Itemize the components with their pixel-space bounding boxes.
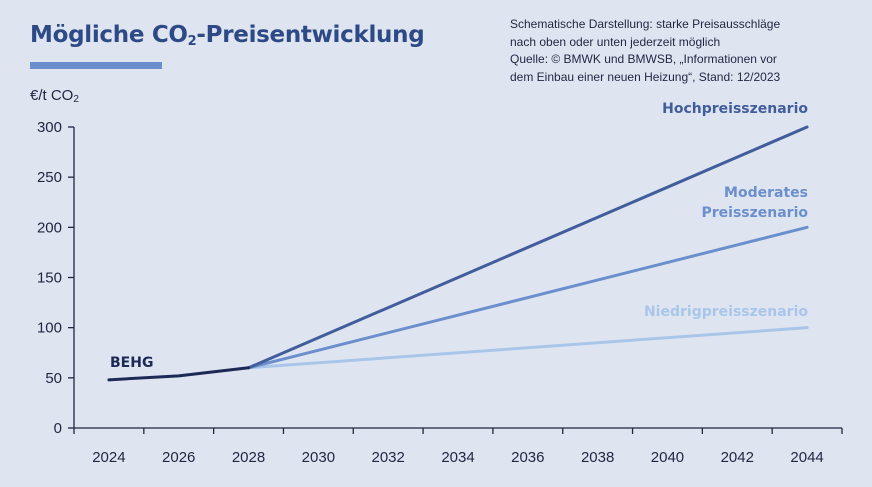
y-tick-label: 300 xyxy=(37,119,62,136)
chart-title: Mögliche CO2-Preisentwicklung xyxy=(30,22,425,49)
x-tick-label: 2024 xyxy=(92,449,125,466)
y-tick-label: 250 xyxy=(37,169,62,186)
x-tick-label: 2030 xyxy=(302,449,335,466)
x-tick-label: 2042 xyxy=(721,449,754,466)
x-tick-label: 2044 xyxy=(790,449,823,466)
y-tick-label: 200 xyxy=(37,219,62,236)
series-line-hochpreisszenario xyxy=(247,125,809,370)
note-line: dem Einbau einer neuen Heizung“, Stand: … xyxy=(510,69,781,84)
y-tick-label: 0 xyxy=(54,420,62,437)
x-tick-label: 2034 xyxy=(441,449,474,466)
y-tick-label: 150 xyxy=(37,270,62,287)
series-label: BEHG xyxy=(110,355,153,371)
series-line-moderates-preisszenario xyxy=(247,225,809,370)
note-line: Quelle: © BMWK und BMWSB, „Informationen… xyxy=(510,52,777,66)
source-note: Schematische Darstellung: starke Preisau… xyxy=(510,16,780,86)
x-tick-label: 2028 xyxy=(232,449,265,466)
x-tick-label: 2026 xyxy=(162,449,195,466)
y-axis-unit: €/t CO2 xyxy=(30,87,79,105)
y-tick-label: 100 xyxy=(37,320,62,337)
x-tick-label: 2040 xyxy=(651,449,684,466)
note-line: Schematische Darstellung: starke Preisau… xyxy=(510,17,781,31)
x-tick-label: 2032 xyxy=(371,449,404,466)
series-label: Preisszenario xyxy=(701,205,808,221)
series-label: Moderates xyxy=(724,185,808,201)
series-label: Niedrigpreisszenario xyxy=(644,304,808,320)
x-tick-label: 2036 xyxy=(511,449,544,466)
title-accent-bar xyxy=(30,62,162,69)
series-label: Hochpreisszenario xyxy=(662,101,808,117)
series-line-niedrigpreisszenario xyxy=(247,326,809,370)
y-tick-label: 50 xyxy=(45,370,62,387)
series-line-behg xyxy=(107,366,251,382)
x-tick-label: 2038 xyxy=(581,449,614,466)
note-line: nach oben oder unten jederzeit möglich xyxy=(510,34,721,49)
